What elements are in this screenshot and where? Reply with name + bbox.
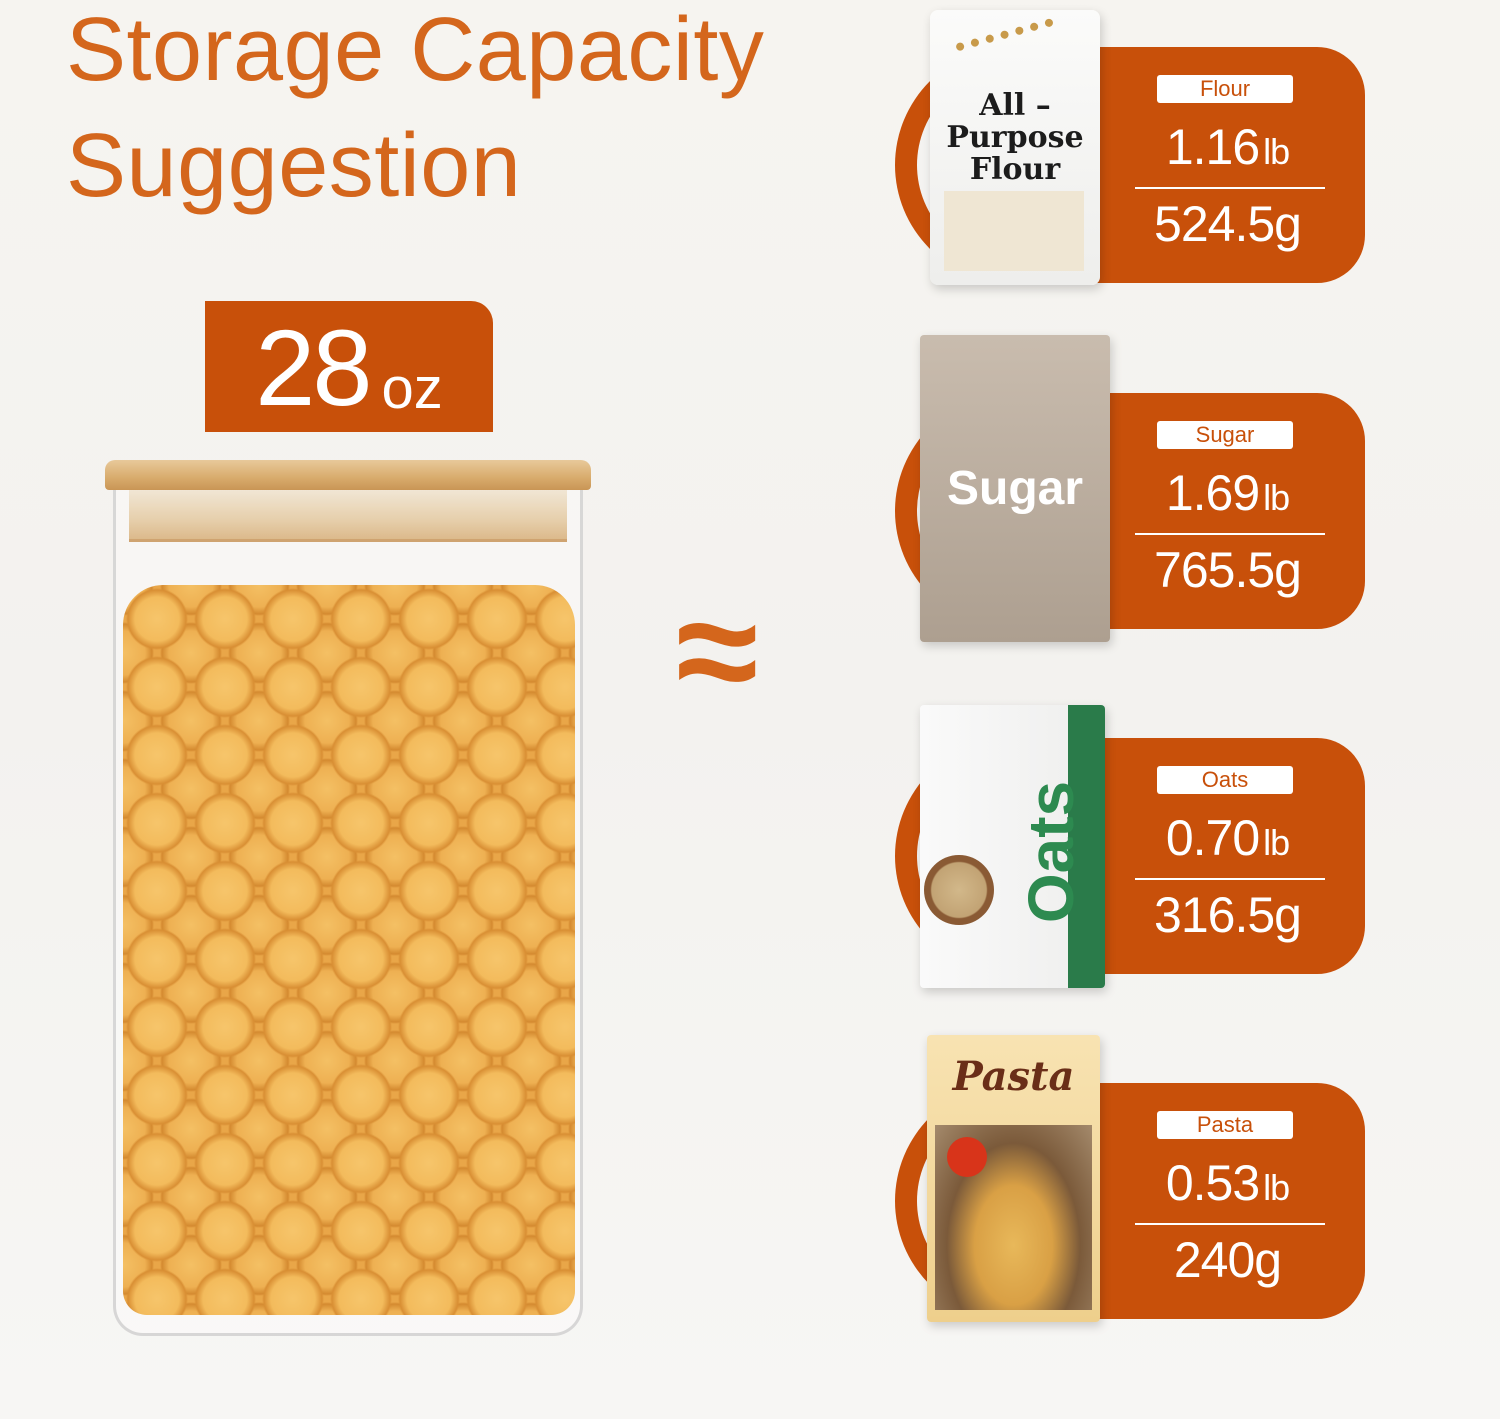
crackers-fill (123, 585, 575, 1315)
weight-lb: 0.53 lb (1090, 1153, 1365, 1218)
info-panel: Flour 1.16 lb 524.5g (1090, 47, 1365, 283)
tomato (947, 1137, 987, 1177)
glass-jar-image (105, 460, 591, 1336)
info-panel: Sugar 1.69 lb 765.5g (1090, 393, 1365, 629)
lb-unit: lb (1263, 1167, 1290, 1208)
weight-grams: 765.5g (1154, 542, 1302, 598)
lb-value: 0.53 (1165, 1155, 1260, 1211)
weight-lb: 1.69 lb (1090, 463, 1365, 528)
title-line-1: Storage Capacity (66, 0, 765, 100)
divider (1135, 533, 1325, 535)
lb-value: 1.69 (1165, 465, 1260, 521)
lb-unit: lb (1263, 131, 1290, 172)
divider (1135, 878, 1325, 880)
capacity-value: 28 (255, 307, 372, 428)
info-panel: Pasta 0.53 lb 240g (1090, 1083, 1365, 1319)
item-label: Oats (1157, 766, 1293, 794)
wheat-icon (955, 17, 1065, 93)
item-label: Pasta (1157, 1111, 1293, 1139)
oats-package-image: Oats (920, 705, 1105, 988)
flour-powder (944, 191, 1084, 271)
bamboo-lid (105, 460, 591, 490)
jar-lid-seal (129, 490, 567, 542)
approx-icon: ≈ (676, 566, 759, 734)
divider (1135, 1223, 1325, 1225)
lb-value: 0.70 (1165, 810, 1260, 866)
weight-grams: 240g (1173, 1232, 1282, 1288)
lb-value: 1.16 (1165, 119, 1260, 175)
flour-package-image: All – Purpose Flour (930, 10, 1100, 285)
title-line-2: Suggestion (66, 116, 522, 216)
weight-grams: 316.5g (1154, 887, 1302, 943)
lb-unit: lb (1263, 477, 1290, 518)
weight-lb: 0.70 lb (1090, 808, 1365, 873)
pasta-package-image: Pasta (927, 1035, 1100, 1322)
package-text: Sugar (946, 462, 1084, 515)
oats-bowl (924, 855, 994, 925)
info-panel: Oats 0.70 lb 316.5g (1090, 738, 1365, 974)
package-text: Oats (1015, 780, 1088, 924)
divider (1135, 187, 1325, 189)
page-title: Storage Capacity Suggestion (66, 0, 764, 224)
weight-grams: 524.5g (1154, 196, 1302, 252)
sugar-package-image: Sugar (920, 335, 1110, 642)
capacity-unit: oz (381, 356, 443, 421)
package-text: Pasta (952, 1053, 1075, 1100)
weight-lb: 1.16 lb (1090, 117, 1365, 182)
item-label: Flour (1157, 75, 1293, 103)
lb-unit: lb (1263, 822, 1290, 863)
pasta-photo (935, 1125, 1092, 1310)
item-label: Sugar (1157, 421, 1293, 449)
capacity-badge: 28 oz (205, 301, 493, 432)
package-text: All – Purpose Flour (946, 87, 1084, 187)
